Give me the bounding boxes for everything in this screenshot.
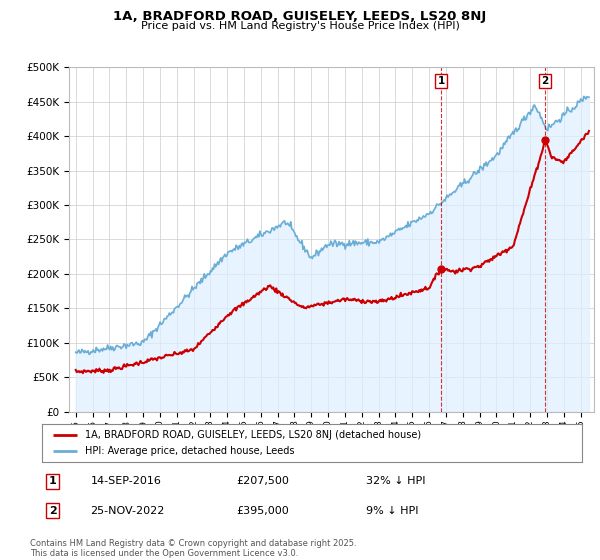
Text: 1A, BRADFORD ROAD, GUISELEY, LEEDS, LS20 8NJ (detached house): 1A, BRADFORD ROAD, GUISELEY, LEEDS, LS20… <box>85 430 421 440</box>
Text: £207,500: £207,500 <box>236 476 289 486</box>
Text: Contains HM Land Registry data © Crown copyright and database right 2025.
This d: Contains HM Land Registry data © Crown c… <box>30 539 356 558</box>
Text: 9% ↓ HPI: 9% ↓ HPI <box>366 506 419 516</box>
Text: HPI: Average price, detached house, Leeds: HPI: Average price, detached house, Leed… <box>85 446 295 456</box>
Text: 2: 2 <box>542 76 549 86</box>
Text: 1: 1 <box>437 76 445 86</box>
Text: 1: 1 <box>49 476 56 486</box>
Text: 14-SEP-2016: 14-SEP-2016 <box>91 476 161 486</box>
Text: £395,000: £395,000 <box>236 506 289 516</box>
Text: 2: 2 <box>49 506 56 516</box>
Text: 1A, BRADFORD ROAD, GUISELEY, LEEDS, LS20 8NJ: 1A, BRADFORD ROAD, GUISELEY, LEEDS, LS20… <box>113 10 487 22</box>
Text: Price paid vs. HM Land Registry's House Price Index (HPI): Price paid vs. HM Land Registry's House … <box>140 21 460 31</box>
Text: 25-NOV-2022: 25-NOV-2022 <box>91 506 165 516</box>
Text: 32% ↓ HPI: 32% ↓ HPI <box>366 476 425 486</box>
